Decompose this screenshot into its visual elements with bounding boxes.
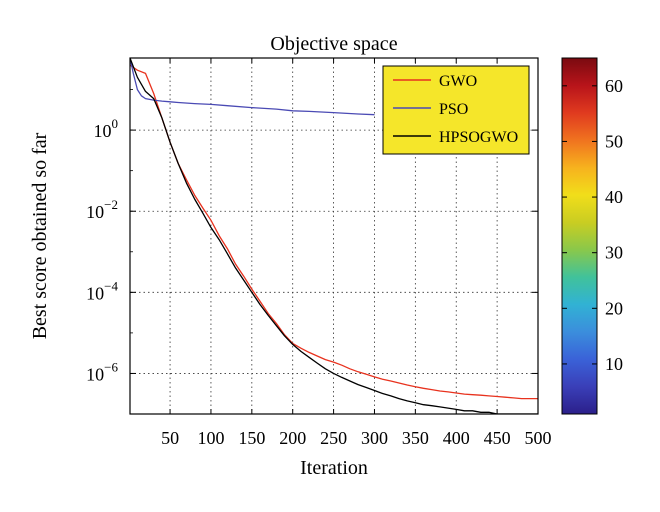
colorbar [561, 57, 598, 415]
series-line-pso [130, 58, 375, 116]
colorbar-tick-label: 60 [605, 76, 623, 96]
x-tick-label: 450 [484, 428, 511, 448]
chart-title: Objective space [270, 33, 397, 55]
colorbar-tick-label: 30 [605, 243, 623, 263]
colorbar-ticks: 10 20 30 40 50 60 [562, 76, 623, 374]
y-tick-label: 10−6 [86, 359, 118, 384]
series-line-gwo [130, 64, 538, 400]
y-axis-label: Best score obtained so far [29, 132, 51, 339]
x-tick-label: 150 [238, 428, 265, 448]
x-tick-label: 300 [361, 428, 388, 448]
legend-label: PSO [439, 101, 468, 118]
y-tick-label: 10−4 [86, 278, 118, 303]
axis-ticks: 50 100 150 200 250 300 350 400 450 500 100 10−2 10−4… [86, 58, 552, 448]
series-line-hpsogwo [130, 58, 538, 414]
x-tick-label: 250 [320, 428, 347, 448]
colorbar-tick-label: 40 [605, 187, 623, 207]
x-tick-label: 200 [279, 428, 306, 448]
legend-label: GWO [439, 73, 477, 90]
x-tick-label: 50 [161, 428, 179, 448]
x-tick-label: 400 [443, 428, 470, 448]
y-tick-label: 100 [94, 116, 119, 141]
x-tick-label: 100 [197, 428, 224, 448]
legend: GWO PSO HPSOGWO [382, 65, 530, 155]
x-axis-label: Iteration [300, 457, 368, 479]
legend-label: HPSOGWO [439, 129, 518, 146]
colorbar-tick-label: 20 [605, 298, 623, 318]
x-tick-label: 350 [402, 428, 429, 448]
x-tick-label: 500 [525, 428, 552, 448]
series-lines [130, 58, 538, 414]
colorbar-tick-label: 50 [605, 131, 623, 151]
y-tick-label: 10−2 [86, 197, 118, 222]
colorbar-tick-label: 10 [605, 354, 623, 374]
